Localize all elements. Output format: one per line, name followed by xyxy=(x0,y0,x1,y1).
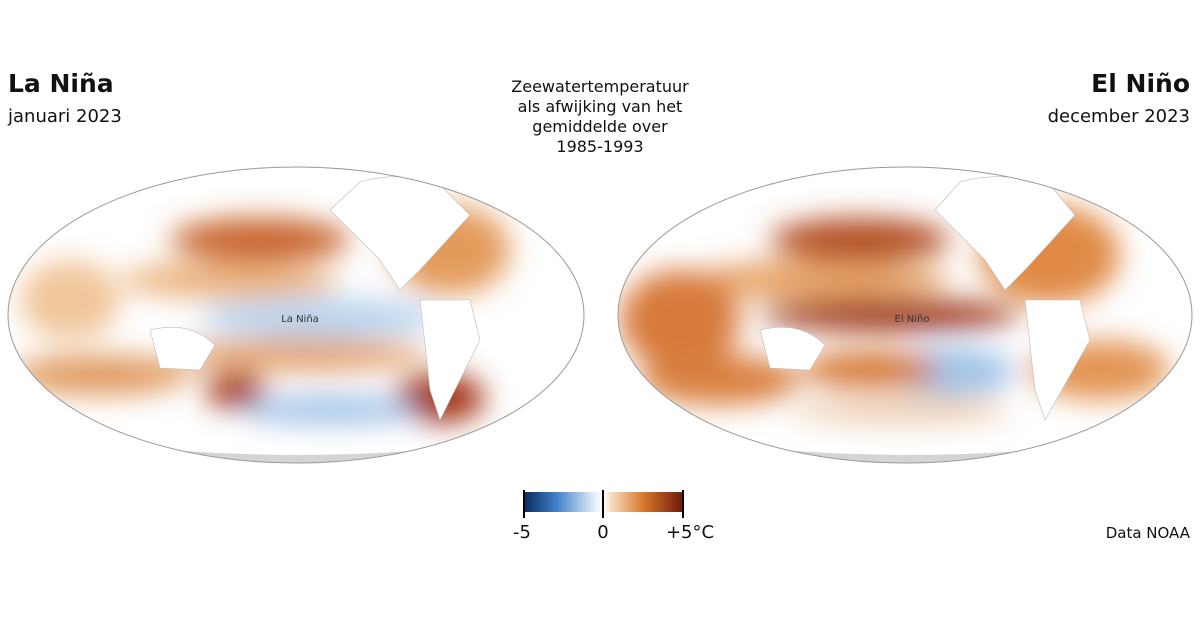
right-subtitle: december 2023 xyxy=(1048,106,1190,127)
legend-label: 0 xyxy=(597,522,608,543)
source: Data NOAA xyxy=(1106,524,1191,542)
map-la-nina: La Niña xyxy=(7,166,585,464)
right-title: El Niño xyxy=(1091,69,1190,98)
map-label: El Niño xyxy=(895,314,930,325)
left-title: La Niña xyxy=(8,69,114,98)
legend-label: +5°C xyxy=(666,522,714,543)
map-el-nino: El Niño xyxy=(617,166,1193,464)
center-title-line: gemiddelde over xyxy=(532,117,668,136)
center-title-line: als afwijking van het xyxy=(518,97,683,116)
map-label: La Niña xyxy=(281,314,319,325)
left-subtitle: januari 2023 xyxy=(7,106,122,127)
legend-label: -5 xyxy=(513,522,531,543)
center-title-line: 1985-1993 xyxy=(556,137,643,156)
center-title-line: Zeewatertemperatuur xyxy=(511,77,689,96)
color-legend: -5 0 +5°C xyxy=(513,490,714,543)
